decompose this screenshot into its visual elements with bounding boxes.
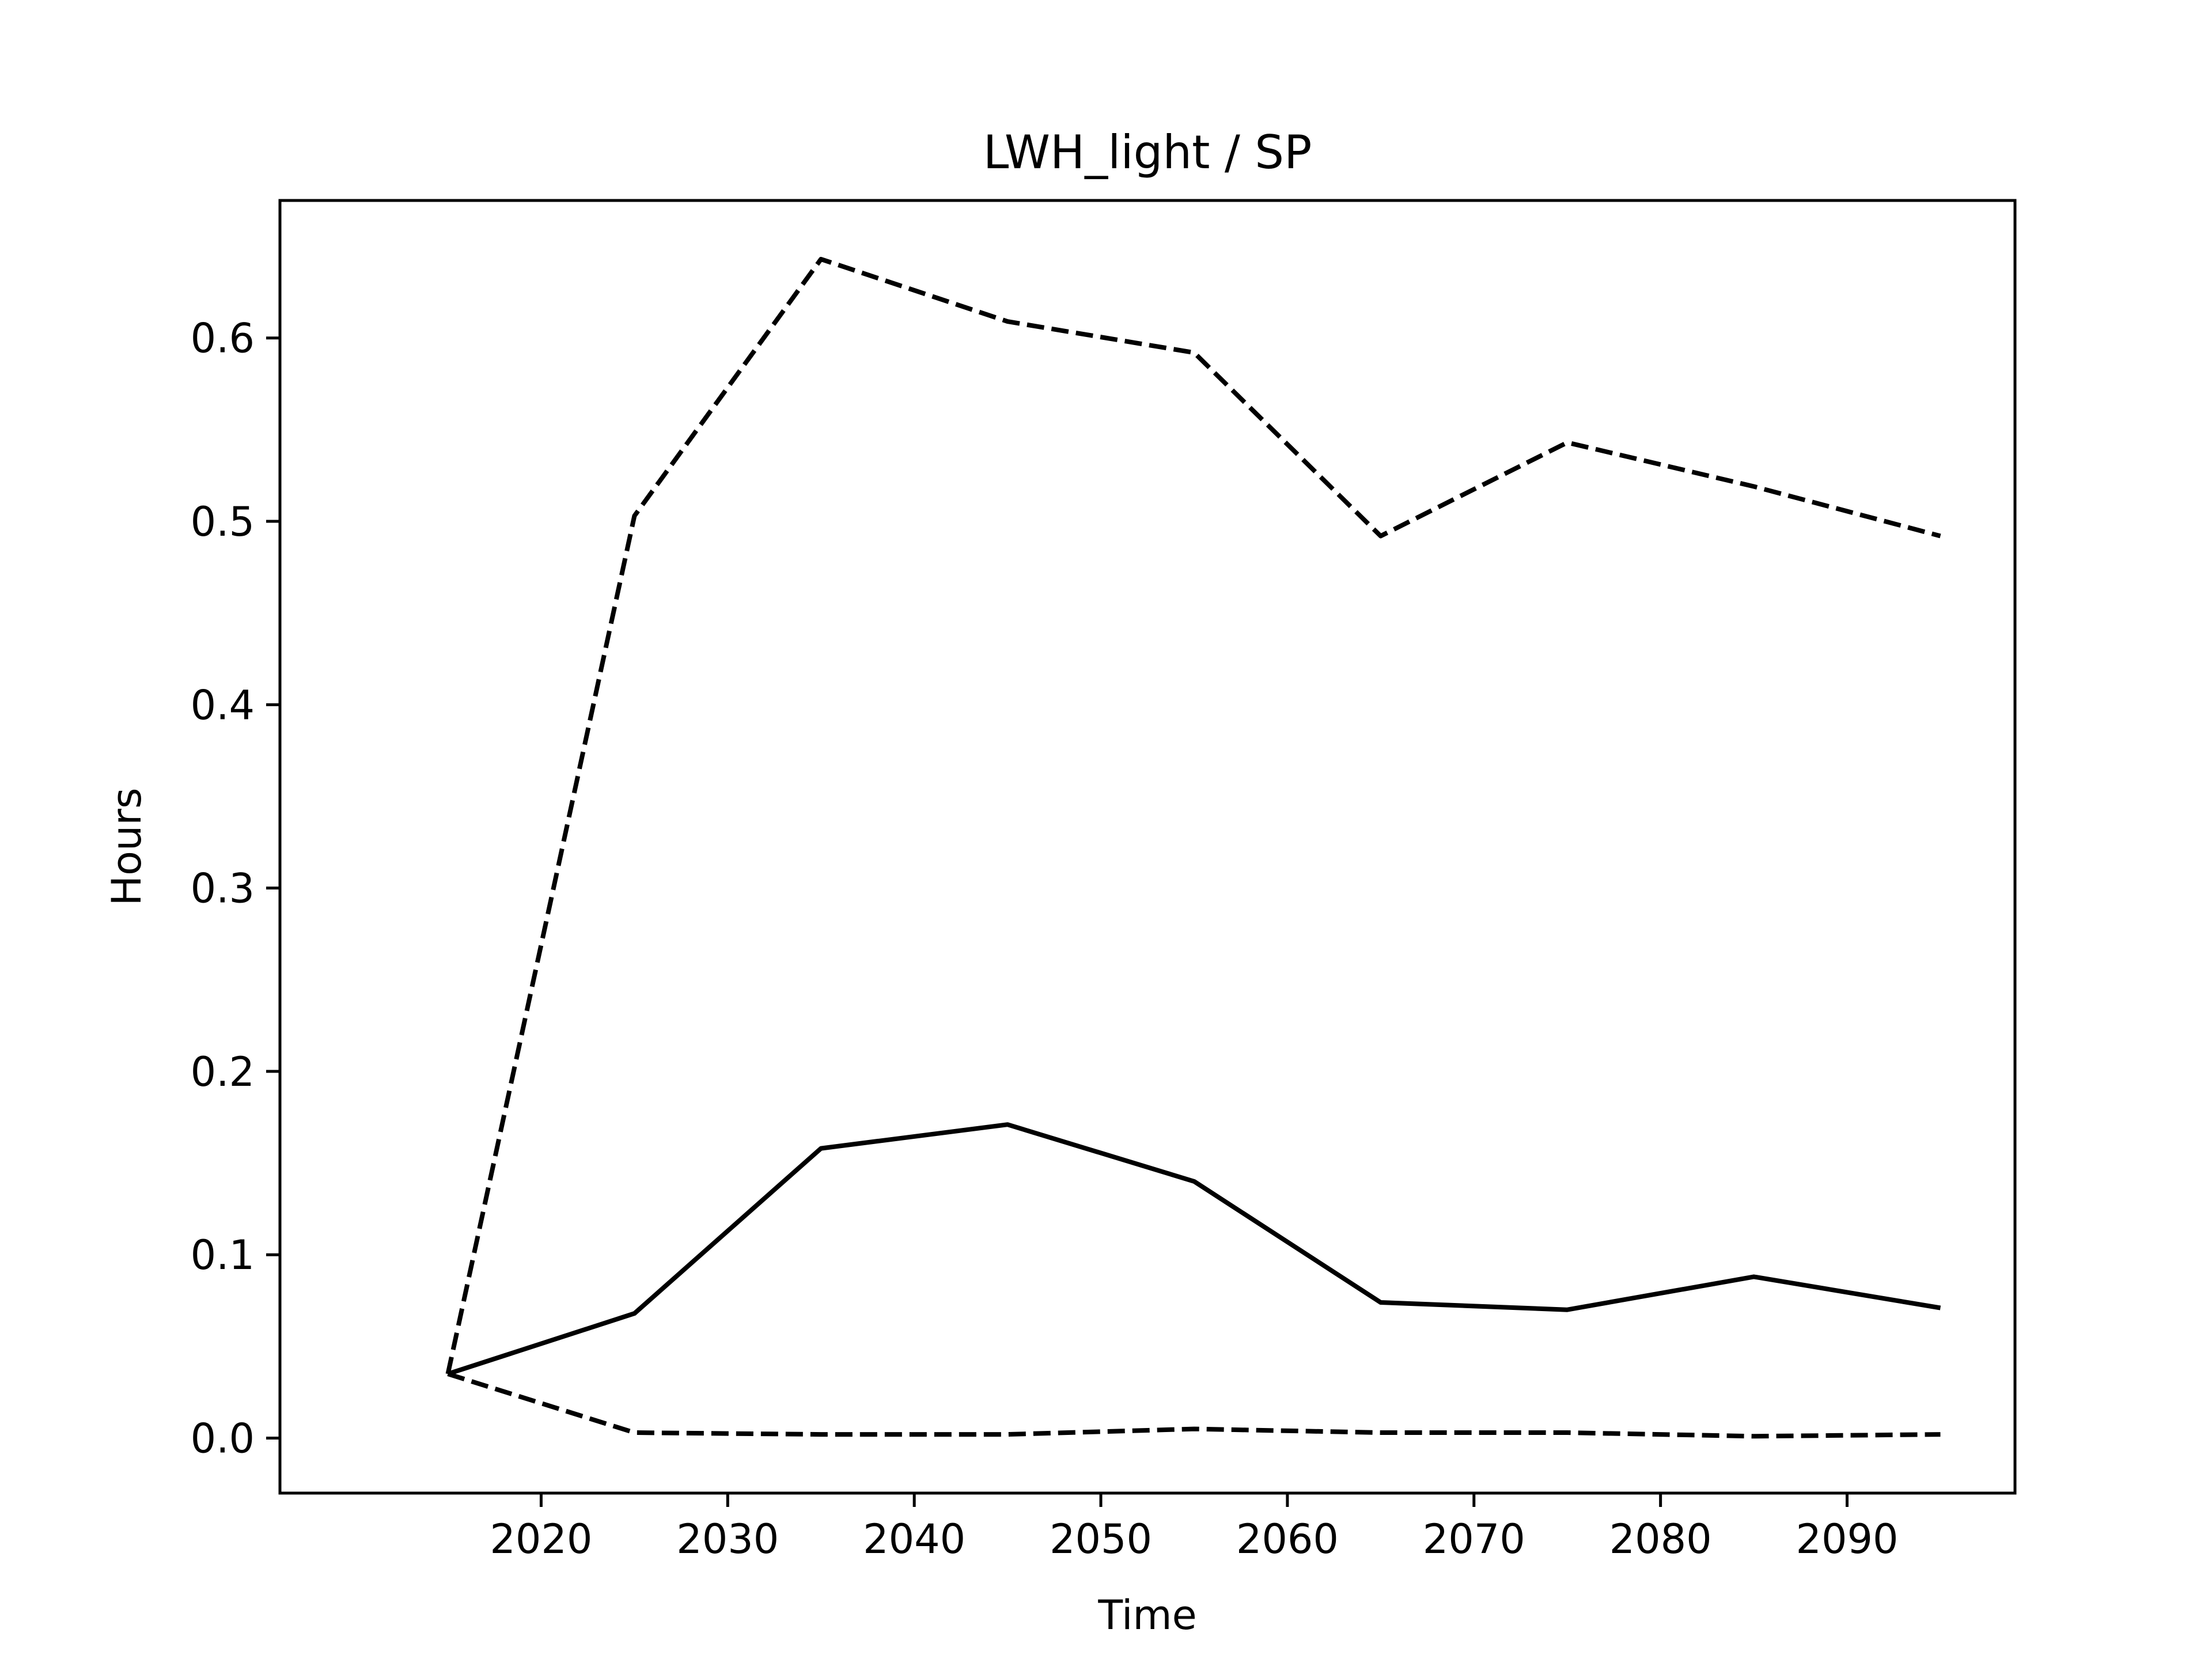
x-tick-label: 2050 (1050, 1516, 1152, 1563)
series-layer (445, 256, 1941, 1439)
y-tick-label: 0.3 (191, 865, 255, 912)
y-tick-label: 0.6 (191, 315, 255, 362)
x-axis-label: Time (1097, 1592, 1196, 1639)
y-tick-label: 0.2 (191, 1048, 255, 1096)
y-tick-label: 0.4 (191, 681, 255, 729)
x-tick-label: 2090 (1796, 1516, 1898, 1563)
series-line-1-solid (447, 1122, 1941, 1376)
y-tick-label: 0.5 (191, 498, 255, 546)
ticks-layer: 2020 2030 2040 2050 2060 2070 2080 2090 0.0 0.1 0.… (191, 315, 1899, 1563)
y-axis-label: Hours (103, 787, 150, 906)
x-tick-label: 2020 (490, 1516, 592, 1563)
x-tick-label: 2030 (676, 1516, 779, 1563)
y-tick-label: 0.0 (191, 1415, 255, 1463)
series-line-3-dashed (447, 1372, 1941, 1439)
x-tick-label: 2080 (1609, 1516, 1712, 1563)
plot-frame (278, 199, 2017, 1495)
x-tick-label: 2040 (863, 1516, 965, 1563)
y-tick-label: 0.1 (191, 1232, 255, 1279)
chart-title: LWH_light / SP (983, 126, 1312, 179)
x-tick-label: 2060 (1236, 1516, 1339, 1563)
x-tick-label: 2070 (1423, 1516, 1525, 1563)
